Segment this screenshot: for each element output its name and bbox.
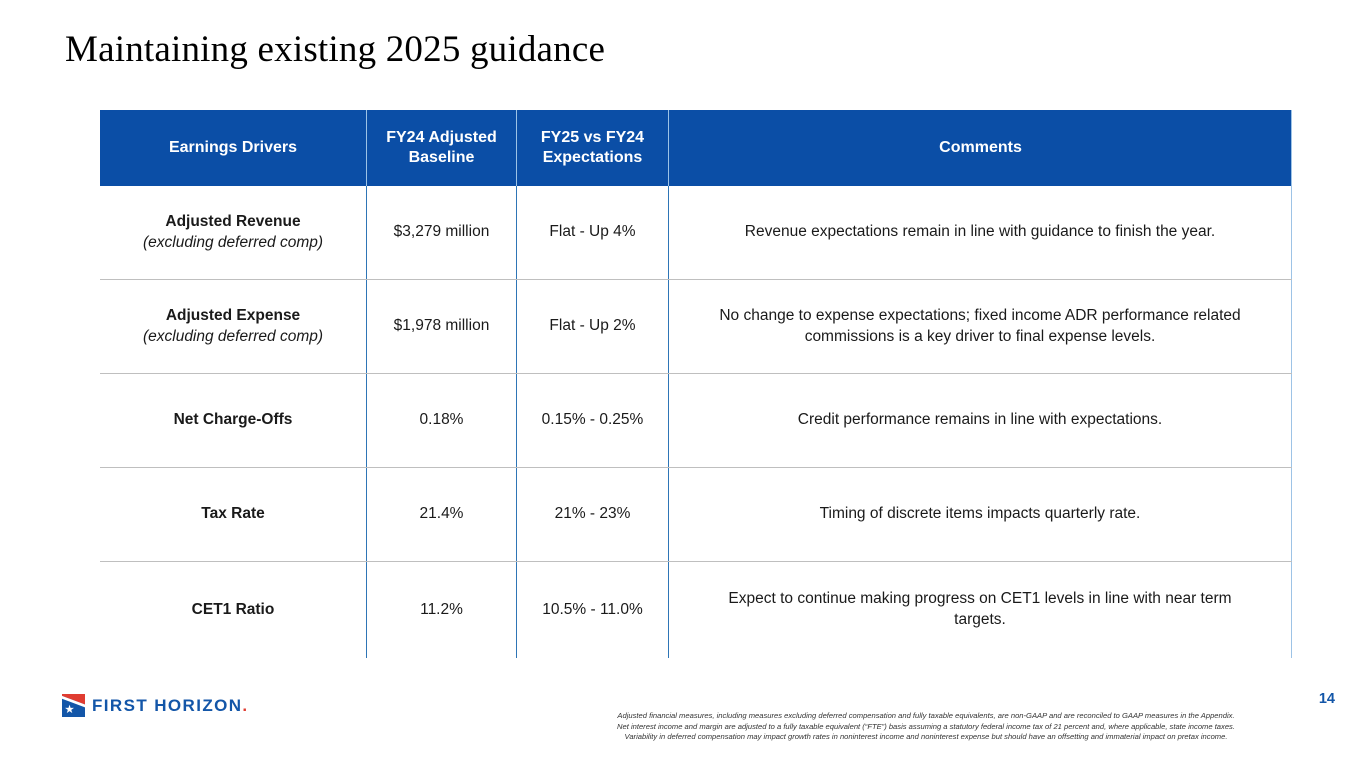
guidance-table: Earnings Drivers FY24 Adjusted Baseline …: [100, 110, 1292, 658]
driver-name: Tax Rate: [201, 505, 265, 523]
comment-cell: Timing of discrete items impacts quarter…: [668, 468, 1292, 561]
expectation-cell: Flat - Up 4%: [516, 186, 668, 279]
table-row-net-charge-offs: Net Charge-Offs 0.18% 0.15% - 0.25% Cred…: [100, 374, 1292, 468]
driver-cell: Net Charge-Offs: [100, 374, 366, 467]
logo-period: .: [242, 695, 249, 715]
disclaimer-line-3: Variability in deferred compensation may…: [624, 732, 1228, 742]
col-header-fy24-adjusted-baseline: FY24 Adjusted Baseline: [366, 110, 516, 186]
table-row-tax-rate: Tax Rate 21.4% 21% - 23% Timing of discr…: [100, 468, 1292, 562]
driver-note: (excluding deferred comp): [142, 327, 324, 345]
driver-name: CET1 Ratio: [191, 600, 275, 618]
driver-name: Net Charge-Offs: [173, 411, 293, 429]
logo-text: FIRST HORIZON: [92, 695, 243, 715]
driver-name: Adjusted Expense: [165, 306, 301, 324]
page-title: Maintaining existing 2025 guidance: [65, 29, 606, 70]
baseline-cell: $3,279 million: [366, 186, 516, 279]
expectation-cell: Flat - Up 2%: [516, 280, 668, 373]
baseline-cell: 21.4%: [366, 468, 516, 561]
expectation-cell: 21% - 23%: [516, 468, 668, 561]
table-header-row: Earnings Drivers FY24 Adjusted Baseline …: [100, 110, 1292, 186]
col-header-comments: Comments: [668, 110, 1292, 186]
expectation-cell: 0.15% - 0.25%: [516, 374, 668, 467]
driver-name: Adjusted Revenue: [165, 212, 301, 230]
expectation-cell: 10.5% - 11.0%: [516, 562, 668, 658]
table-row-adjusted-expense: Adjusted Expense (excluding deferred com…: [100, 280, 1292, 374]
driver-cell: Adjusted Revenue (excluding deferred com…: [100, 186, 366, 279]
driver-cell: Tax Rate: [100, 468, 366, 561]
driver-cell: Adjusted Expense (excluding deferred com…: [100, 280, 366, 373]
comment-cell: Expect to continue making progress on CE…: [668, 562, 1292, 658]
first-horizon-logo: ★ FIRST HORIZON.: [62, 694, 249, 717]
disclaimer-line-1: Adjusted financial measures, including m…: [617, 711, 1235, 720]
col-header-earnings-drivers: Earnings Drivers: [168, 139, 298, 156]
svg-text:★: ★: [64, 702, 74, 716]
driver-note: (excluding deferred comp): [142, 233, 324, 251]
logo-wordmark: FIRST HORIZON.: [92, 696, 249, 716]
disclaimer-text: Adjusted financial measures, including m…: [570, 711, 1282, 743]
comment-cell: Credit performance remains in line with …: [668, 374, 1292, 467]
page-number: 14: [1318, 691, 1335, 707]
first-horizon-logo-icon: ★: [62, 694, 85, 717]
baseline-cell: 0.18%: [366, 374, 516, 467]
comment-cell: Revenue expectations remain in line with…: [668, 186, 1292, 279]
baseline-cell: 11.2%: [366, 562, 516, 658]
comment-cell: No change to expense expectations; fixed…: [668, 280, 1292, 373]
baseline-cell: $1,978 million: [366, 280, 516, 373]
table-row-adjusted-revenue: Adjusted Revenue (excluding deferred com…: [100, 186, 1292, 280]
driver-cell: CET1 Ratio: [100, 562, 366, 658]
col-header-fy25-vs-fy24-expectations: FY25 vs FY24 Expectations: [516, 110, 668, 186]
disclaimer-line-2: Net interest income and margin are adjus…: [617, 721, 1235, 731]
table-row-cet1-ratio: CET1 Ratio 11.2% 10.5% - 11.0% Expect to…: [100, 562, 1292, 658]
